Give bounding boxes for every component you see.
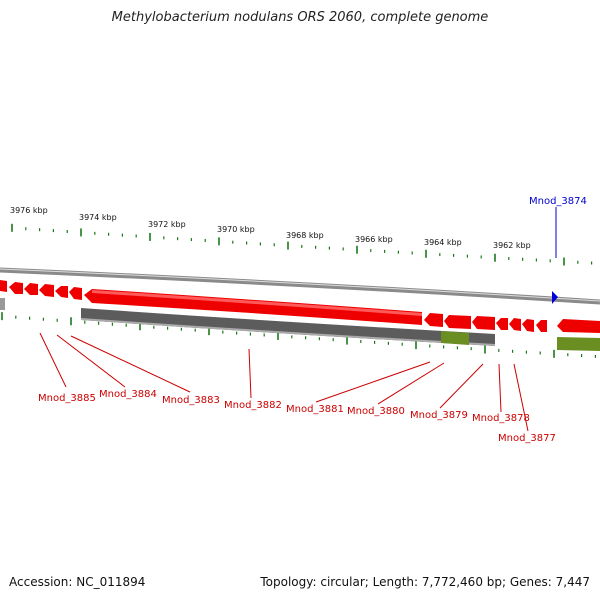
forward-gene-11 [509, 318, 521, 331]
selected-gene-marker [552, 291, 558, 304]
scale-label: 3964 kbp [424, 238, 462, 247]
forward-gene-7 [424, 313, 443, 327]
forward-gene-4 [39, 284, 54, 297]
reverse-gene-left-stub [0, 298, 5, 310]
label-leader-lines [39, 332, 529, 432]
forward-gene-13 [536, 320, 547, 332]
outer-tick-row [11, 223, 593, 266]
gene-label-mnod-3880[interactable]: Mnod_3880 [347, 406, 405, 417]
scale-label: 3962 kbp [493, 241, 531, 250]
forward-gene-right [557, 319, 600, 333]
scale-label: 3966 kbp [355, 235, 393, 244]
genome-backbone-highlight [0, 268, 600, 302]
gene-label-mnod-3881[interactable]: Mnod_3881 [286, 404, 344, 415]
gene-label-mnod-3874[interactable]: Mnod_3874 [529, 196, 587, 207]
forward-gene-6 [69, 287, 82, 300]
rna-gene-right [557, 337, 600, 351]
page-title: Methylobacterium nodulans ORS 2060, comp… [111, 10, 489, 25]
genome-backbone [0, 267, 600, 305]
scale-label: 3972 kbp [148, 220, 186, 229]
rna-gene [441, 331, 469, 345]
gene-label-mnod-3885[interactable]: Mnod_3885 [38, 393, 96, 404]
reverse-gene-bar-light [81, 318, 495, 346]
gene-label-mnod-3879[interactable]: Mnod_3879 [410, 410, 468, 421]
scale-label: 3970 kbp [217, 225, 255, 234]
forward-gene-long-shine [92, 290, 422, 316]
forward-gene-1 [0, 280, 7, 292]
forward-gene-8 [444, 315, 471, 329]
forward-gene-2 [9, 282, 23, 294]
scale-label: 3968 kbp [286, 231, 324, 240]
gene-label-mnod-3878[interactable]: Mnod_3878 [472, 413, 530, 424]
gene-label-mnod-3877[interactable]: Mnod_3877 [498, 433, 556, 444]
forward-gene-9 [472, 316, 495, 330]
forward-gene-5 [55, 286, 68, 298]
accession-text: Accession: NC_011894 [9, 575, 146, 589]
inner-tick-row [1, 312, 597, 358]
forward-gene-3 [24, 283, 38, 295]
genome-summary-text: Topology: circular; Length: 7,772,460 bp… [260, 575, 590, 589]
gene-label-mnod-3884[interactable]: Mnod_3884 [99, 389, 157, 400]
gene-labels-bottom: Mnod_3885 Mnod_3884 Mnod_3883 Mnod_3882 … [38, 389, 556, 444]
scale-labels: 3976 kbp 3974 kbp 3972 kbp 3970 kbp 3968… [10, 206, 531, 250]
gene-label-mnod-3882[interactable]: Mnod_3882 [224, 400, 282, 411]
scale-label: 3974 kbp [79, 213, 117, 222]
gene-label-mnod-3883[interactable]: Mnod_3883 [162, 395, 220, 406]
forward-gene-12 [522, 319, 534, 332]
reverse-gene-bar [81, 308, 495, 346]
scale-label: 3976 kbp [10, 206, 48, 215]
forward-gene-10 [496, 318, 508, 330]
